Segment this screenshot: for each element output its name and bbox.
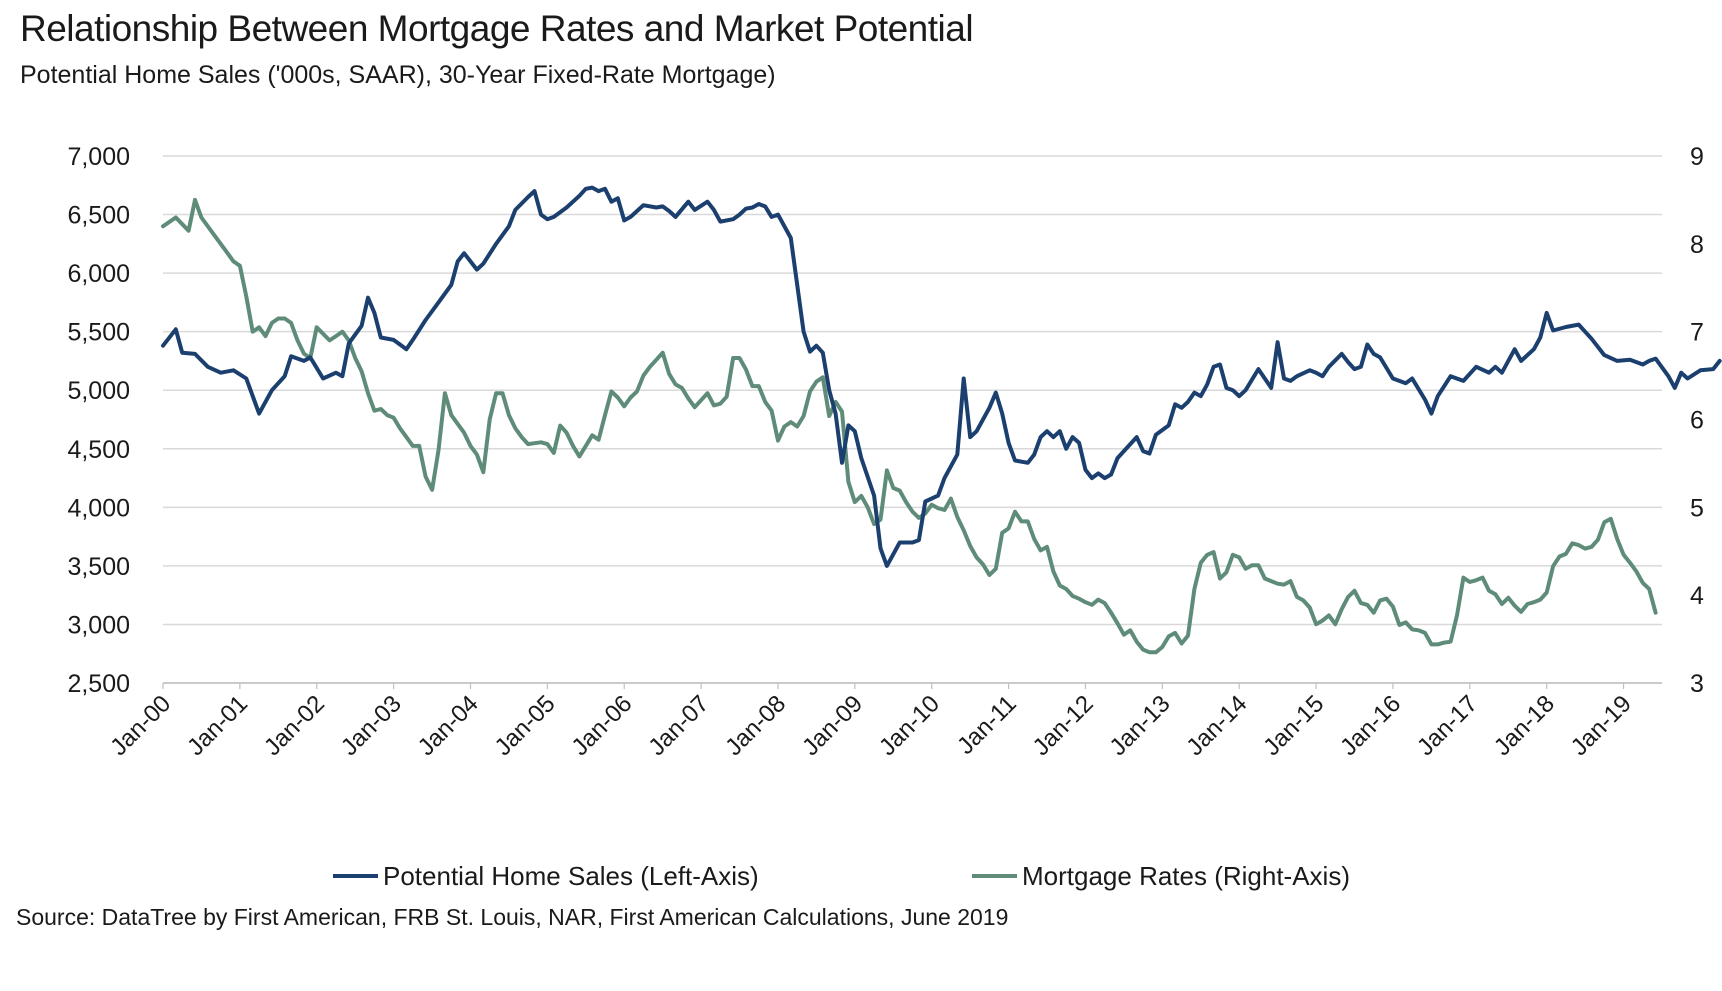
right-tick-label: 8 [1690, 231, 1704, 259]
right-axis-ticks: 9 8 7 6 5 4 3 [1690, 143, 1704, 698]
x-tick-label: Jan-01 [182, 690, 253, 761]
x-tick-label: Jan-11 [952, 690, 1022, 760]
x-tick-label: Jan-15 [1258, 690, 1329, 761]
x-tick-label: Jan-10 [874, 690, 945, 761]
x-tick-label: Jan-00 [105, 690, 176, 761]
right-tick-label: 5 [1690, 494, 1704, 522]
chart-title: Relationship Between Mortgage Rates and … [20, 8, 974, 49]
legend-sales-label: Potential Home Sales (Left-Axis) [383, 861, 759, 891]
legend: Potential Home Sales (Left-Axis) Mortgag… [333, 861, 1350, 891]
x-tick-label: Jan-19 [1566, 690, 1637, 761]
x-tick-label: Jan-12 [1028, 690, 1099, 761]
x-tick-label: Jan-16 [1335, 690, 1406, 761]
x-tick-label: Jan-08 [720, 690, 791, 761]
x-tick-label: Jan-03 [336, 690, 407, 761]
x-tick-label: Jan-09 [797, 690, 868, 761]
gridlines [163, 155, 1662, 684]
x-tick-label: Jan-07 [643, 690, 714, 761]
x-tick-label: Jan-17 [1412, 690, 1483, 761]
legend-rates-label: Mortgage Rates (Right-Axis) [1022, 861, 1350, 891]
x-tick-label: Jan-13 [1105, 690, 1176, 761]
left-tick-label: 4,500 [67, 436, 130, 464]
sales-line [161, 185, 1722, 568]
chart-subtitle: Potential Home Sales ('000s, SAAR), 30-Y… [20, 61, 776, 89]
left-tick-label: 3,500 [67, 553, 130, 581]
x-tick-label: Jan-18 [1489, 690, 1560, 761]
left-tick-label: 3,000 [67, 611, 130, 639]
left-tick-label: 6,000 [67, 260, 130, 288]
rates-line [161, 197, 1658, 655]
right-tick-label: 7 [1690, 319, 1704, 347]
source-note: Source: DataTree by First American, FRB … [16, 904, 1009, 930]
left-tick-label: 7,000 [67, 143, 130, 171]
left-tick-label: 4,000 [67, 494, 130, 522]
x-tick-label: Jan-02 [259, 690, 330, 761]
right-tick-label: 4 [1690, 582, 1704, 610]
x-tick-label: Jan-05 [490, 690, 561, 761]
right-tick-label: 3 [1690, 670, 1704, 698]
left-tick-label: 2,500 [67, 670, 130, 698]
x-tick-label: Jan-14 [1181, 690, 1252, 761]
right-tick-label: 6 [1690, 407, 1704, 435]
x-axis-ticks: Jan-00 Jan-01 Jan-02 Jan-03 Jan-04 Jan-05 Jan-… [105, 683, 1637, 761]
left-tick-label: 5,500 [67, 319, 130, 347]
x-tick-label: Jan-06 [566, 690, 637, 761]
left-axis-ticks: 7,000 6,500 6,000 5,500 5,000 4,500 4,000 3,500… [67, 143, 130, 698]
right-tick-label: 9 [1690, 143, 1704, 171]
left-tick-label: 5,000 [67, 377, 130, 405]
left-tick-label: 6,500 [67, 202, 130, 230]
x-tick-label: Jan-04 [413, 690, 484, 761]
series-lines [161, 185, 1722, 655]
